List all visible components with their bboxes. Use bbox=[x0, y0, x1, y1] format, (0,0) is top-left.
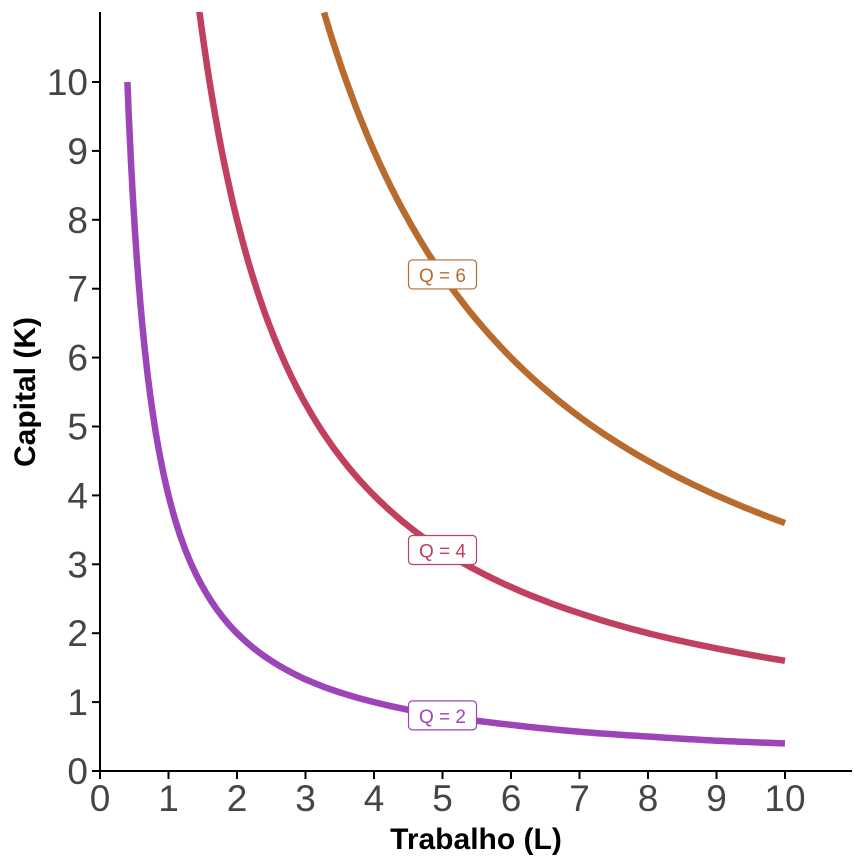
y-tick-label: 2 bbox=[67, 613, 88, 654]
curves-layer bbox=[124, 12, 787, 747]
x-ticks: 0 1 2 3 4 5 6 7 8 9 10 bbox=[90, 771, 806, 819]
x-tick-label: 5 bbox=[432, 778, 453, 819]
curve-label-box bbox=[407, 534, 478, 566]
y-tick-label: 9 bbox=[67, 131, 88, 172]
x-tick-label: 6 bbox=[501, 778, 522, 819]
curve-label-text: Q = 4 bbox=[419, 542, 466, 563]
curve-labels-layer: Q = 2 Q = 4 Q = 6 bbox=[407, 259, 478, 731]
curve-label-q-2: Q = 2 bbox=[407, 700, 478, 731]
x-tick-label: 3 bbox=[295, 778, 316, 819]
y-ticks: 0 1 2 3 4 5 6 7 8 9 10 bbox=[47, 62, 100, 792]
x-tick-label: 8 bbox=[638, 778, 659, 819]
y-tick-label: 7 bbox=[67, 269, 88, 310]
y-tick-label: 4 bbox=[67, 475, 88, 516]
y-tick-label: 5 bbox=[67, 407, 88, 448]
x-tick-label: 2 bbox=[227, 778, 248, 819]
curve-label-text: Q = 2 bbox=[419, 707, 466, 728]
x-tick-label: 0 bbox=[90, 778, 111, 819]
y-tick-label: 0 bbox=[67, 751, 88, 792]
y-tick-label: 1 bbox=[67, 682, 88, 723]
y-tick-label: 8 bbox=[67, 200, 88, 241]
y-axis-title: Capital (K) bbox=[9, 317, 42, 467]
x-tick-label: 1 bbox=[158, 778, 179, 819]
x-tick-label: 4 bbox=[364, 778, 385, 819]
curve-label-q-6: Q = 6 bbox=[407, 259, 478, 290]
y-tick-label: 10 bbox=[47, 62, 88, 103]
curve-label-text: Q = 6 bbox=[419, 266, 466, 287]
curve-q-4 bbox=[196, 12, 786, 665]
y-tick-label: 3 bbox=[67, 544, 88, 585]
curve-label-q-4: Q = 4 bbox=[407, 534, 478, 566]
curve-label-box bbox=[407, 259, 478, 290]
curve-label-box bbox=[407, 700, 478, 731]
x-tick-label: 10 bbox=[764, 778, 805, 819]
x-axis-title: Trabalho (L) bbox=[390, 823, 562, 856]
curve-q-2 bbox=[124, 81, 786, 747]
x-tick-label: 9 bbox=[706, 778, 727, 819]
curve-q-6 bbox=[320, 12, 787, 527]
axes-layer bbox=[99, 12, 852, 772]
x-tick-label: 7 bbox=[569, 778, 590, 819]
y-tick-label: 6 bbox=[67, 338, 88, 379]
